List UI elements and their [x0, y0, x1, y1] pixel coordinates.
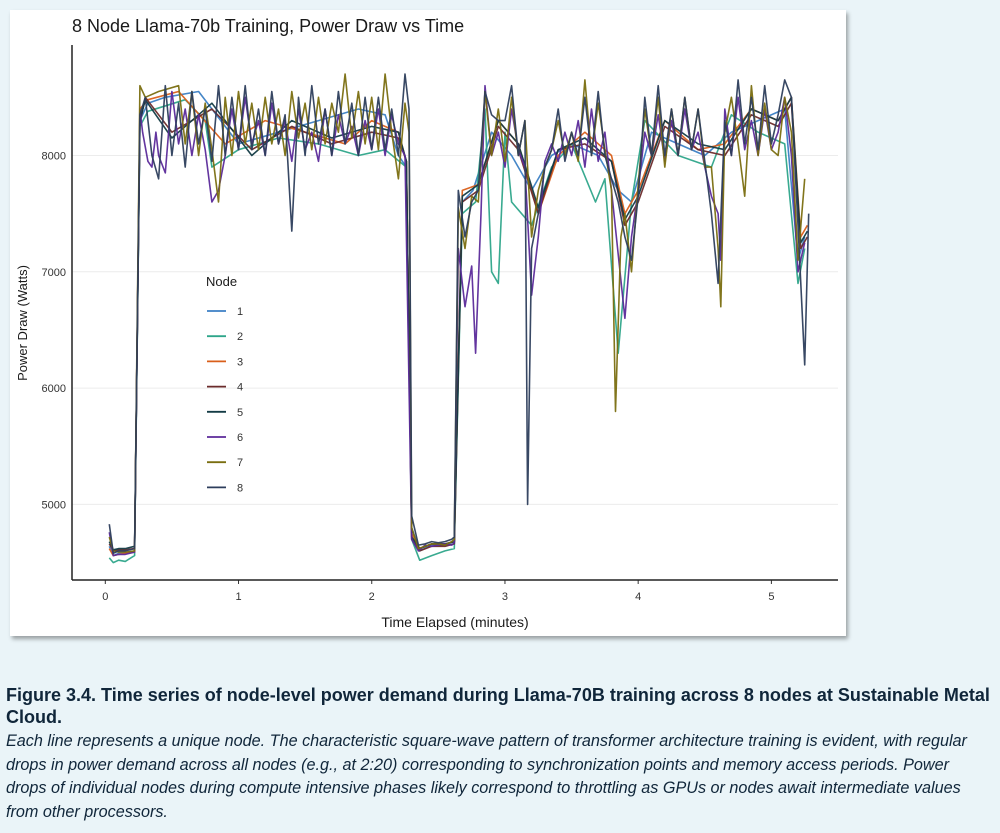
- x-tick-label: 1: [235, 591, 241, 603]
- y-tick-label: 8000: [42, 150, 66, 162]
- power-draw-chart: 8 Node Llama-70b Training, Power Draw vs…: [15, 16, 838, 630]
- x-tick-label: 5: [768, 591, 774, 603]
- legend-label-node-4: 4: [237, 382, 243, 394]
- series-line-node-8: [108, 73, 810, 555]
- legend-label-node-5: 5: [237, 407, 243, 419]
- x-tick-label: 0: [102, 591, 108, 603]
- x-axis-label: Time Elapsed (minutes): [381, 614, 528, 630]
- chart-title: 8 Node Llama-70b Training, Power Draw vs…: [72, 16, 464, 36]
- y-tick-label: 7000: [42, 267, 66, 279]
- y-tick-label: 6000: [42, 383, 66, 395]
- x-tick-label: 2: [369, 591, 375, 603]
- legend-label-node-1: 1: [237, 306, 243, 318]
- legend-label-node-8: 8: [237, 482, 243, 494]
- legend-label-node-6: 6: [237, 432, 243, 444]
- figure-caption: Figure 3.4. Time series of node-level po…: [6, 684, 991, 824]
- caption-title: Figure 3.4. Time series of node-level po…: [6, 685, 990, 727]
- legend-label-node-2: 2: [237, 331, 243, 343]
- legend-label-node-7: 7: [237, 457, 243, 469]
- legend: Node 1 2 3 4 5 6 7 8: [206, 274, 243, 494]
- axes: 5000 6000 7000 8000 0 1 2 3 4 5: [42, 45, 838, 603]
- y-axis-label: Power Draw (Watts): [15, 265, 30, 381]
- caption-body: Each line represents a unique node. The …: [6, 732, 967, 821]
- x-tick-label: 3: [502, 591, 508, 603]
- chart-card: 8 Node Llama-70b Training, Power Draw vs…: [10, 10, 846, 636]
- series-lines: [108, 73, 810, 564]
- y-tick-label: 5000: [42, 499, 66, 511]
- legend-title: Node: [206, 274, 237, 289]
- legend-label-node-3: 3: [237, 356, 243, 368]
- x-tick-label: 4: [635, 591, 641, 603]
